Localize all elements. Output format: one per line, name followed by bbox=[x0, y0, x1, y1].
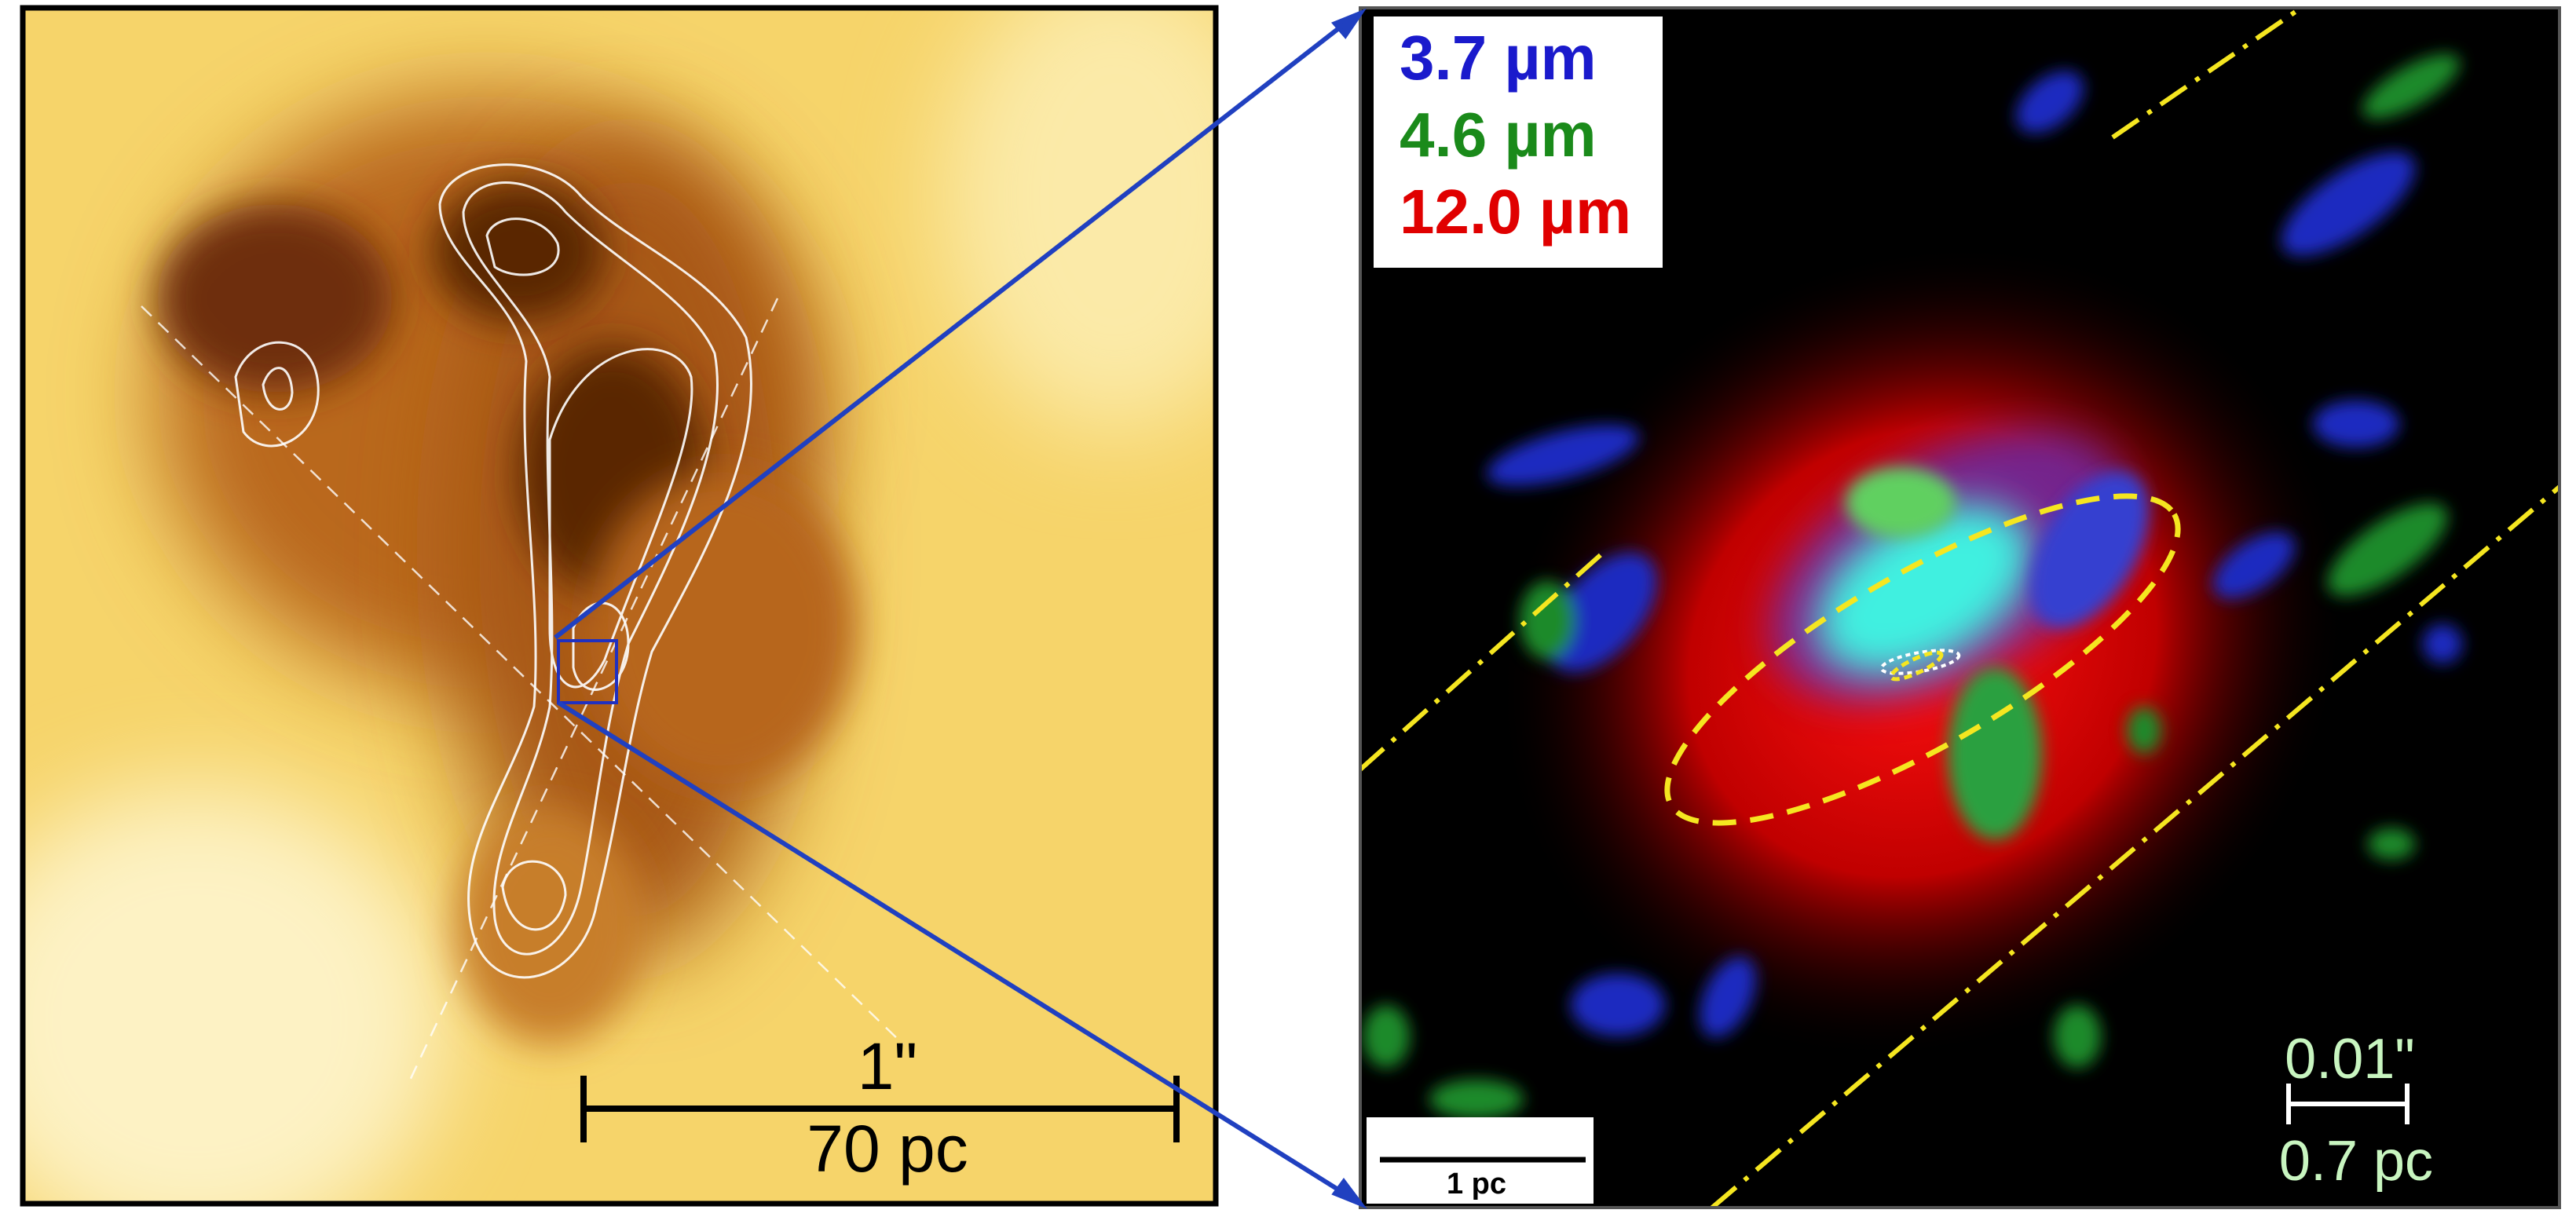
zoom-connectors bbox=[554, 8, 1367, 1209]
left-frame bbox=[20, 5, 1219, 1207]
scale-distance: 0.7 pc bbox=[2279, 1130, 2433, 1193]
right-frame bbox=[1359, 6, 2561, 1209]
legend-entry: 12.0 µm bbox=[1400, 177, 1631, 247]
small-scale-bar: 0.01" 0.7 pc bbox=[2279, 1028, 2433, 1193]
legend-entry: 4.6 µm bbox=[1400, 100, 1597, 170]
legend: 3.7 µm 4.6 µm 12.0 µm bbox=[1374, 16, 1663, 268]
pc-scale-bar: 1 pc bbox=[1367, 1117, 1594, 1204]
scale-angle: 1" bbox=[858, 1029, 918, 1103]
left-scale-bar: 1" 70 pc bbox=[580, 1029, 1180, 1186]
scale-distance: 70 pc bbox=[807, 1112, 968, 1186]
scale-label: 1 pc bbox=[1447, 1168, 1506, 1201]
legend-entry: 3.7 µm bbox=[1400, 23, 1597, 93]
scale-angle: 0.01" bbox=[2285, 1028, 2415, 1091]
left-image bbox=[23, 8, 1216, 1204]
